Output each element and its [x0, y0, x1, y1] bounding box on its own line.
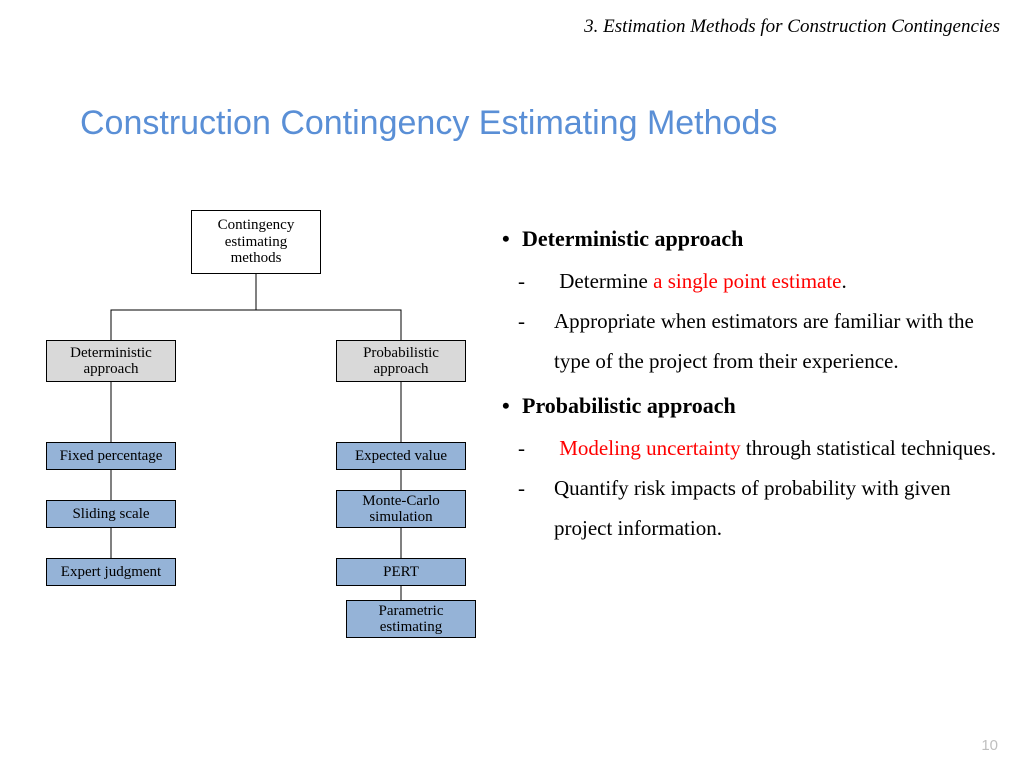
bullet-item: Appropriate when estimators are familiar…	[536, 302, 1006, 382]
bullet-heading: Deterministic approach	[506, 218, 1006, 260]
flowchart-node-expv: Expected value	[336, 442, 466, 470]
text: .	[842, 269, 847, 293]
flowchart-node-expj: Expert judgment	[46, 558, 176, 586]
flowchart: Contingency estimating methods Determinis…	[36, 210, 486, 650]
flowchart-node-slide: Sliding scale	[46, 500, 176, 528]
flowchart-node-param: Parametric estimating	[346, 600, 476, 638]
highlight-text: Modeling uncertainty	[559, 436, 740, 460]
bullet-heading: Probabilistic approach	[506, 385, 1006, 427]
flowchart-node-fixed: Fixed percentage	[46, 442, 176, 470]
bullet-item: Quantify risk impacts of probability wit…	[536, 469, 1006, 549]
flowchart-node-prob: Probabilistic approach	[336, 340, 466, 382]
page-title: Construction Contingency Estimating Meth…	[80, 104, 777, 143]
flowchart-node-det: Deterministic approach	[46, 340, 176, 382]
text: Determine	[559, 269, 653, 293]
page-number: 10	[981, 737, 998, 754]
flowchart-node-pert: PERT	[336, 558, 466, 586]
section-header: 3. Estimation Methods for Construction C…	[584, 16, 1000, 38]
text: through statistical techniques.	[741, 436, 996, 460]
flowchart-node-mc: Monte-Carlo simulation	[336, 490, 466, 528]
text-column: Deterministic approach Determine a singl…	[506, 214, 1006, 549]
highlight-text: a single point estimate	[653, 269, 841, 293]
bullet-item: Modeling uncertainty through statistical…	[536, 429, 1006, 469]
bullet-item: Determine a single point estimate.	[536, 262, 1006, 302]
flowchart-node-root: Contingency estimating methods	[191, 210, 321, 274]
